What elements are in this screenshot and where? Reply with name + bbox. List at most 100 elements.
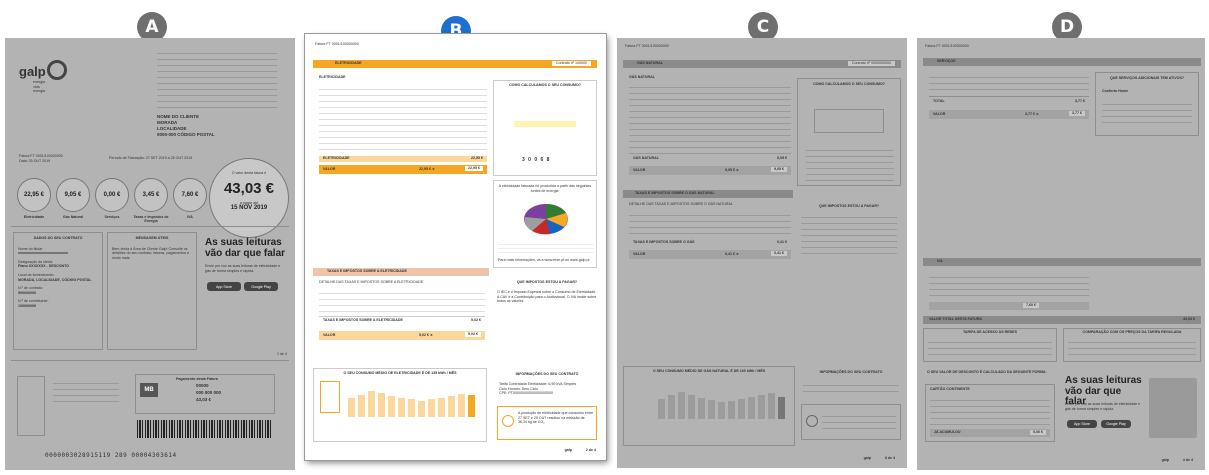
- taxes-subtotal-row: TAXAS E IMPOSTOS SOBRE A ELETRICIDADE 5,…: [319, 316, 485, 322]
- google-play-button[interactable]: Google Play: [1101, 420, 1131, 428]
- tariff-box: TARIFA DE ACESSO ÀS REDES: [923, 328, 1057, 362]
- stub-divider: [11, 360, 289, 361]
- electricity-label: Eletricidade: [23, 215, 45, 219]
- invoice-reference: Fatura FT 0001/100000000: [19, 154, 63, 158]
- page-c-brand: galp: [863, 456, 871, 460]
- page-b[interactable]: Fatura FT 0001/100000000 ELETRICIDADE Co…: [305, 34, 606, 460]
- electricity-value-row: VALOR 22,95 € ► 22,95 €: [319, 165, 487, 174]
- why-taxes-text: [801, 212, 897, 256]
- page-a-badge[interactable]: A: [137, 12, 167, 42]
- contract-info-text: [803, 380, 899, 394]
- taxes-amount-circle: 3,45 €: [134, 178, 168, 212]
- customer-locality: LOCALIDADE: [157, 126, 187, 131]
- payment-title: Pagamento desta Fatura: [176, 377, 218, 381]
- due-caption: a pagar até: [239, 200, 259, 205]
- section-title: GÁS NATURAL: [637, 61, 663, 65]
- electricity-subtotal-row: ELETRICIDADE 22,95 €: [319, 156, 487, 162]
- vat-value: 7,60 €: [1023, 303, 1039, 308]
- payment-box: MB Pagamento desta Fatura 00000 000 000 …: [135, 374, 275, 414]
- vat-value-row: 7,60 €: [929, 302, 1089, 310]
- contract-holder-label: Nome do titular: [18, 246, 43, 251]
- services-label: Serviços: [104, 215, 120, 219]
- grand-total-label: VALOR TOTAL DESTA FATURA: [929, 317, 982, 321]
- energy-sources-pie: [524, 204, 568, 235]
- value-total: 3,77 €: [1069, 111, 1085, 116]
- services-value-row: VALOR 3,77 € ► 3,77 €: [929, 110, 1089, 119]
- total-amount-circle: O valor desta fatura é 43,03 € a pagar a…: [209, 158, 289, 238]
- subsection-title: GÁS NATURAL: [629, 75, 655, 79]
- value-total: 22,95 €: [465, 166, 483, 171]
- page-d[interactable]: Fatura FT 0001/100000000 SERVIÇOS TOTAL …: [917, 38, 1205, 470]
- page-a[interactable]: galp energia vida energia NOME DO CLIENT…: [5, 38, 295, 470]
- accumulated-value: 0,00 €: [1030, 430, 1046, 435]
- services-box-text: [1102, 99, 1192, 125]
- vat-detail-table: [929, 272, 1089, 298]
- taxes-value-row: VALOR 0,41 € ► 0,41 €: [629, 250, 791, 259]
- co2-text: A produção de eletricidade que consumiu …: [518, 411, 594, 425]
- consumption-title: O SEU CONSUMO MÉDIO DE ELETRICIDADE É DE…: [343, 371, 457, 375]
- stub-instructions: [53, 378, 119, 406]
- taxes-subtotal-value: 0,41 €: [777, 240, 787, 244]
- value-label: VALOR: [933, 112, 946, 116]
- card-title: CARTÃO CONTINENTE: [930, 387, 970, 391]
- page-c-badge[interactable]: C: [748, 12, 778, 42]
- vat-section-header: IVA: [923, 258, 1201, 266]
- taxes-subtotal-value: 5,02 €: [471, 318, 481, 322]
- taxes-subtotal-label: TAXAS E IMPOSTOS SOBRE A ELETRICIDADE: [323, 318, 403, 322]
- section-title: SERVIÇOS: [937, 59, 956, 63]
- page-d-badge[interactable]: D: [1052, 12, 1082, 42]
- billing-period: Período de Faturação: 27 SET 2019 a 25 O…: [109, 156, 193, 160]
- messages-text: Bem-vinda à Área de Cliente Galp! Consul…: [112, 246, 190, 260]
- services-total-row: TOTAL 3,77 €: [929, 96, 1089, 104]
- google-play-button[interactable]: Google Play: [244, 282, 278, 291]
- why-taxes-text: O IEC é o Imposto Especial sobre o Consu…: [497, 290, 597, 304]
- consumption-calc-box: COMO CALCULAMOS O SEU CONSUMO?: [797, 78, 901, 186]
- why-taxes-title: QUE IMPOSTOS ESTOU A PAGAR?: [516, 280, 578, 284]
- co2-icon: [502, 415, 514, 427]
- meter-reading: 3 0 0 6 8: [522, 157, 551, 163]
- energy-sources-box: A eletricidade faturada foi produzida a …: [493, 180, 597, 268]
- subtotal-value: 22,95 €: [471, 156, 483, 160]
- value-arrow: 9,05 € ►: [725, 168, 740, 172]
- page-b-brand: galp: [564, 448, 572, 452]
- average-marker: [320, 381, 340, 413]
- pie-footer: Para mais informações, vá a www.erse.pt …: [498, 258, 590, 262]
- messages-box: MENSAGEM ÚTEIS Bem-vinda à Área de Clien…: [107, 232, 197, 350]
- app-store-button[interactable]: App Store: [207, 282, 241, 291]
- supply-location-label: Local de fornecimento:: [18, 272, 55, 277]
- taxes-subtitle: DETALHE DAS TAXAS E IMPOSTOS SOBRE O GÁS…: [629, 202, 733, 206]
- invoice-date: Data: 25 OUT 2019: [19, 159, 51, 163]
- services-box-title: QUE SERVIÇOS ADICIONAIS TEM ATIVOS?: [1109, 76, 1185, 80]
- electricity-detail-table: [319, 84, 487, 154]
- payment-entity: 00000: [196, 383, 209, 388]
- taxes-subtotal-label: TAXAS E IMPOSTOS SOBRE O GÁS: [633, 240, 695, 244]
- payment-value: 43,03 €: [196, 397, 212, 402]
- page-d-number: 4 de 4: [1182, 458, 1193, 462]
- payment-reference: 000 000 000: [196, 390, 222, 395]
- consumption-chart-box: O SEU CONSUMO MÉDIO DE GÁS NATURAL É DE …: [623, 366, 795, 446]
- barcode-number: 0000003028915119 289 00004303614: [45, 452, 177, 459]
- header-contact-info: [157, 48, 277, 108]
- contract-title: DADOS DO SEU CONTRATO: [33, 236, 83, 240]
- accumulated-label: JÁ ACUMULOU: [934, 430, 961, 434]
- taxes-label: Taxas e Impostos de Energia: [133, 215, 169, 223]
- value-arrow: 3,77 € ►: [1025, 112, 1040, 116]
- tariff-text: [928, 337, 1052, 359]
- supply-location-value: MORADA, LOCALIDADE, CÓDIGO POSTAL: [18, 277, 92, 282]
- why-taxes-title: QUE IMPOSTOS ESTOU A PAGAR?: [818, 204, 880, 208]
- app-store-button[interactable]: App Store: [1067, 420, 1097, 428]
- calc-title: COMO CALCULAMOS O SEU CONSUMO?: [813, 82, 885, 86]
- vat-title: IVA: [937, 259, 943, 263]
- monthly-bars: [348, 385, 482, 417]
- page-d-brand: galp: [1161, 458, 1169, 462]
- additional-services-box: QUE SERVIÇOS ADICIONAIS TEM ATIVOS? Conf…: [1095, 72, 1199, 136]
- calc-notes: [806, 145, 894, 181]
- compare-box: COMPARAÇÃO COM OS PREÇOS DA TARIFA REGUL…: [1063, 328, 1201, 362]
- contract-info-text: Tarifa Contratada Eletricidade: 6,90 kVA…: [499, 382, 577, 396]
- page-c[interactable]: Fatura FT 0001/100000000 GÁS NATURAL Con…: [617, 38, 907, 468]
- compare-text: [1068, 337, 1196, 359]
- taxes-detail-table: [629, 210, 791, 238]
- taxes-value-row: VALOR 5,02 € ► 5,02 €: [319, 331, 485, 340]
- grand-total-value: 43,03 €: [1183, 317, 1195, 321]
